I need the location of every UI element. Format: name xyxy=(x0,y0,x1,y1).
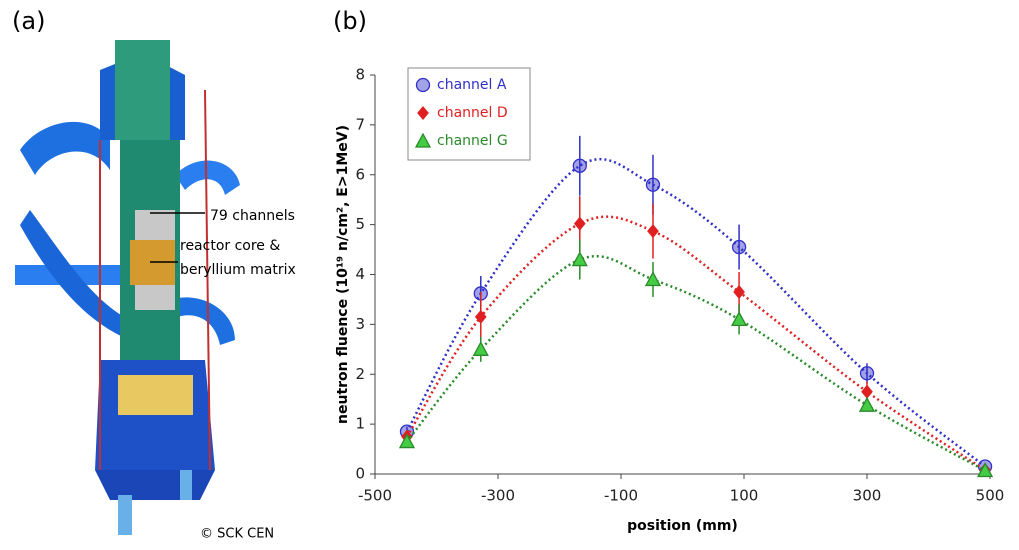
x-axis-label: position (mm) xyxy=(627,518,738,534)
y-tick-label: 2 xyxy=(355,365,365,383)
data-point xyxy=(644,271,662,287)
plot: 0 1 2 3 4 5 6 7 8 -500 -300 -100 100 300 500 position (… xyxy=(335,66,1004,535)
legend-marker xyxy=(415,77,431,93)
x-tick-label: 500 xyxy=(976,487,1005,505)
legend-marker xyxy=(414,132,432,148)
data-point xyxy=(474,309,487,324)
legend-marker xyxy=(417,105,429,121)
data-point xyxy=(572,158,587,173)
data-point xyxy=(859,366,875,381)
legend-label: channel A xyxy=(437,77,507,93)
legend-label: channel G xyxy=(437,133,508,149)
reactor-illustration xyxy=(15,40,240,535)
panel-label: (b) xyxy=(333,7,367,35)
data-point xyxy=(861,384,873,399)
series-line xyxy=(406,254,986,472)
series-line xyxy=(405,158,986,468)
data-point xyxy=(571,251,588,267)
series-line xyxy=(405,215,986,472)
x-tick-label: 300 xyxy=(853,487,882,505)
y-tick-label: 3 xyxy=(355,315,365,333)
data-point xyxy=(645,177,661,192)
y-tick-label: 6 xyxy=(355,165,365,183)
data-point xyxy=(647,224,659,239)
data-point xyxy=(976,462,994,478)
x-tick-label: 100 xyxy=(730,487,759,505)
y-axis-label: neutron fluence (10¹⁹ n/cm², E>1MeV) xyxy=(335,125,351,424)
data-point xyxy=(398,433,416,449)
data-point xyxy=(858,396,876,412)
data-point xyxy=(731,239,747,255)
data-point xyxy=(733,284,745,299)
y-tick-label: 1 xyxy=(355,415,365,433)
x-tick-label: -500 xyxy=(358,487,392,505)
panel-label: (a) xyxy=(12,7,45,35)
x-tick-label: -300 xyxy=(481,487,515,505)
y-tick-label: 7 xyxy=(355,115,365,133)
credit: © SCK CEN xyxy=(200,527,274,542)
data-point xyxy=(730,311,748,327)
y-tick-label: 8 xyxy=(355,66,365,84)
annotation: beryllium matrix xyxy=(180,262,296,278)
data-point xyxy=(472,340,489,356)
annotation: reactor core & xyxy=(180,238,280,254)
y-tick-label: 4 xyxy=(355,265,365,283)
y-tick-label: 5 xyxy=(355,215,365,233)
x-tick-label: -100 xyxy=(604,487,638,505)
legend-label: channel D xyxy=(437,105,508,121)
annotation: 79 channels xyxy=(210,208,295,224)
data-point xyxy=(573,216,586,231)
y-tick-label: 0 xyxy=(355,465,365,483)
